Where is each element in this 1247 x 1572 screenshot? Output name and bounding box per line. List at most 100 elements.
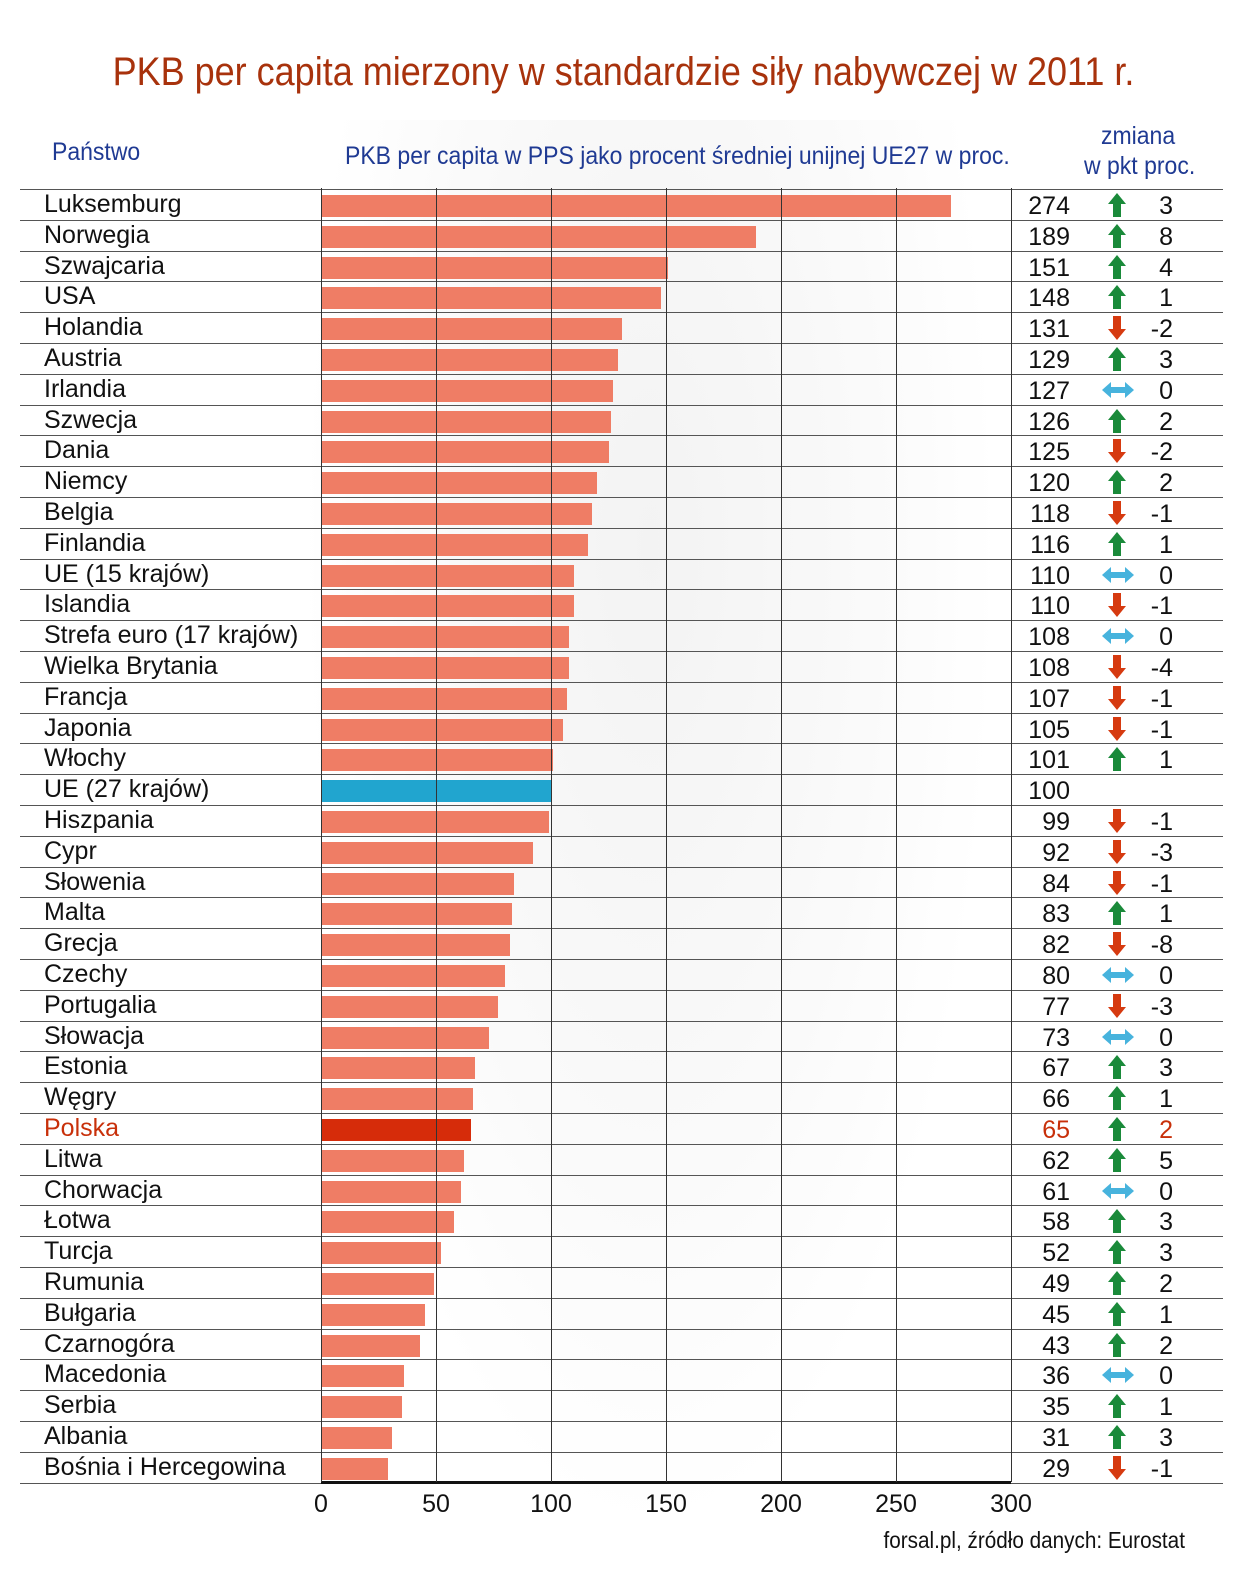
country-label: UE (27 krajów)	[44, 775, 210, 804]
bar-31	[321, 1149, 464, 1172]
value-label: 99	[1042, 808, 1070, 836]
bar-9	[321, 472, 597, 495]
country-label: Strefa euro (17 krajów)	[44, 621, 299, 650]
bar-35	[321, 1273, 434, 1295]
change-label: 8	[1159, 222, 1173, 251]
change-label: 0	[1159, 1177, 1173, 1206]
value-label: 35	[1042, 1393, 1070, 1422]
gridline	[1011, 188, 1012, 1482]
value-label: 43	[1042, 1331, 1070, 1360]
value-label: 29	[1042, 1454, 1070, 1483]
gridline	[896, 188, 897, 1482]
arrow-up-icon	[1107, 1332, 1137, 1358]
arrow-up-icon	[1107, 1270, 1137, 1296]
arrow-up-icon	[1107, 254, 1137, 280]
bar-33	[321, 1211, 455, 1234]
table-row	[20, 1143, 1223, 1176]
bar-12	[321, 564, 574, 587]
country-label: Litwa	[44, 1144, 103, 1173]
table-row	[20, 1390, 1223, 1422]
arrow-up-icon	[1107, 346, 1137, 372]
change-label: 1	[1159, 900, 1173, 929]
bar-3	[321, 287, 662, 310]
value-label: 65	[1042, 1116, 1070, 1144]
bar-11	[321, 533, 588, 556]
arrow-up-icon	[1107, 1116, 1137, 1142]
value-label: 61	[1042, 1177, 1070, 1206]
change-label: 1	[1159, 1300, 1173, 1329]
country-label: Bułgaria	[44, 1298, 136, 1327]
bar-24	[321, 934, 510, 957]
country-label: Dania	[44, 436, 110, 465]
arrow-down-icon	[1107, 839, 1137, 865]
country-label: Słowenia	[44, 867, 146, 896]
gridline	[321, 188, 322, 1482]
country-label: Serbia	[44, 1391, 117, 1420]
table-row	[20, 1020, 1223, 1053]
country-label: Czechy	[44, 960, 128, 988]
value-label: 52	[1042, 1239, 1070, 1268]
country-label: Polska	[44, 1114, 120, 1142]
value-label: 67	[1042, 1054, 1070, 1083]
bar-15	[321, 657, 570, 679]
table-row	[20, 589, 1223, 621]
x-tick-label: 150	[645, 1490, 687, 1518]
table-row	[20, 497, 1223, 529]
arrow-both-icon	[1101, 377, 1134, 403]
value-label: 116	[1030, 530, 1070, 559]
change-label: -3	[1150, 992, 1173, 1021]
arrow-up-icon	[1107, 531, 1137, 557]
table-row	[20, 989, 1223, 1022]
change-label: 0	[1159, 623, 1173, 652]
arrow-down-icon	[1107, 500, 1137, 526]
arrow-down-icon	[1107, 592, 1137, 618]
arrow-down-icon	[1107, 654, 1137, 680]
arrow-up-icon	[1107, 1085, 1137, 1111]
country-label: Albania	[44, 1422, 128, 1450]
change-label: -1	[1150, 684, 1173, 713]
bar-1	[321, 225, 756, 248]
value-label: 107	[1028, 684, 1070, 713]
change-label: 1	[1159, 1085, 1173, 1114]
value-label: 49	[1042, 1270, 1070, 1298]
bar-8	[321, 441, 609, 464]
arrow-up-icon	[1107, 223, 1137, 249]
chart-title: PKB per capita mierzony w standardzie si…	[112, 50, 1135, 94]
value-label: 101	[1028, 746, 1070, 775]
arrow-both-icon	[1101, 962, 1134, 988]
arrow-up-icon	[1107, 1147, 1137, 1173]
arrow-up-icon	[1107, 1301, 1137, 1327]
change-label: 2	[1159, 1331, 1173, 1360]
bar-38	[321, 1365, 404, 1388]
bar-30	[321, 1119, 471, 1141]
country-label: Finlandia	[44, 528, 146, 557]
table-row	[20, 312, 1223, 344]
value-label: 127	[1028, 376, 1070, 405]
country-label: USA	[44, 282, 96, 311]
gridline	[551, 188, 552, 1482]
change-label: -1	[1150, 808, 1173, 836]
arrow-up-icon	[1107, 1208, 1137, 1234]
country-label: Niemcy	[44, 467, 128, 496]
table-row	[20, 558, 1223, 591]
bar-14	[321, 626, 570, 649]
bar-27	[321, 1026, 489, 1049]
change-label: 3	[1159, 1208, 1173, 1237]
value-label: 129	[1028, 346, 1070, 374]
country-label: Grecja	[44, 929, 118, 958]
table-row	[20, 743, 1223, 775]
change-label: 3	[1159, 1239, 1173, 1268]
country-label: UE (15 krajów)	[44, 559, 210, 588]
table-row	[20, 466, 1223, 498]
table-row	[20, 835, 1223, 868]
arrow-both-icon	[1101, 1024, 1134, 1050]
value-label: 83	[1042, 900, 1070, 929]
bar-40	[321, 1427, 393, 1449]
bar-25	[321, 965, 505, 987]
country-label: Rumunia	[44, 1268, 145, 1296]
value-label: 118	[1030, 500, 1070, 528]
change-label: 4	[1159, 253, 1173, 282]
country-label: Portugalia	[44, 990, 157, 1019]
table-row	[20, 1328, 1223, 1361]
change-label: 0	[1159, 561, 1173, 590]
